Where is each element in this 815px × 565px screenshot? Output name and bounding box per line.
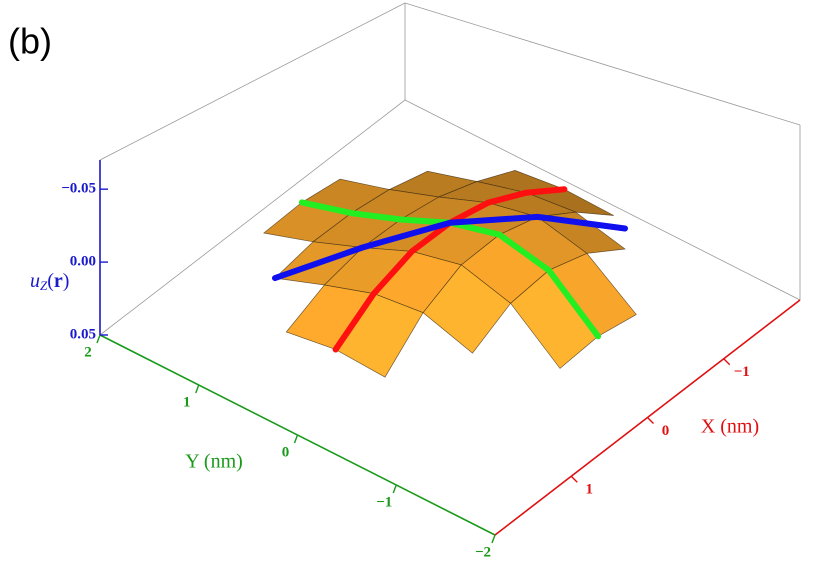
x-tick (570, 475, 578, 483)
axes: −2 −1 0 1 2 −1 0 1 −0.05 0.00 0.05 (61, 181, 750, 561)
x-tick-label: −1 (734, 364, 750, 380)
y-tick (195, 384, 200, 394)
y-axis-label: Y (nm) (185, 451, 243, 473)
z-label-part: u (30, 270, 40, 292)
y-tick-label: −2 (475, 544, 491, 560)
x-tick-label: 1 (586, 482, 594, 498)
z-label-part: r (54, 270, 63, 292)
x-tick (647, 417, 654, 424)
z-label-part: ) (63, 270, 70, 292)
box-edge (99, 99, 406, 336)
surface (262, 170, 637, 378)
y-tick-label: −1 (376, 494, 392, 510)
box-edge (404, 2, 801, 126)
series-line (272, 213, 628, 282)
z-axis-label: uZ(r) (30, 270, 69, 293)
z-label-part: ( (47, 270, 54, 292)
z-tick-label: 0.00 (70, 254, 96, 270)
y-tick (293, 434, 299, 444)
y-tick-label: 1 (183, 394, 191, 410)
z-tick-label: 0.05 (70, 326, 96, 342)
y-tick (491, 534, 496, 544)
box-edge (404, 99, 801, 301)
panel-label: (b) (8, 21, 52, 62)
box-edge (99, 2, 406, 161)
z-label-part: Z (40, 278, 48, 293)
x-tick-label: 0 (662, 423, 670, 439)
z-tick-label: −0.05 (61, 181, 96, 197)
curves (272, 186, 628, 353)
y-tick-label: 0 (282, 444, 290, 460)
y-tick-label: 2 (84, 344, 92, 360)
y-tick (392, 484, 397, 494)
y-tick (96, 334, 101, 344)
x-axis-label: X (nm) (701, 416, 759, 438)
x-tick (723, 358, 731, 366)
